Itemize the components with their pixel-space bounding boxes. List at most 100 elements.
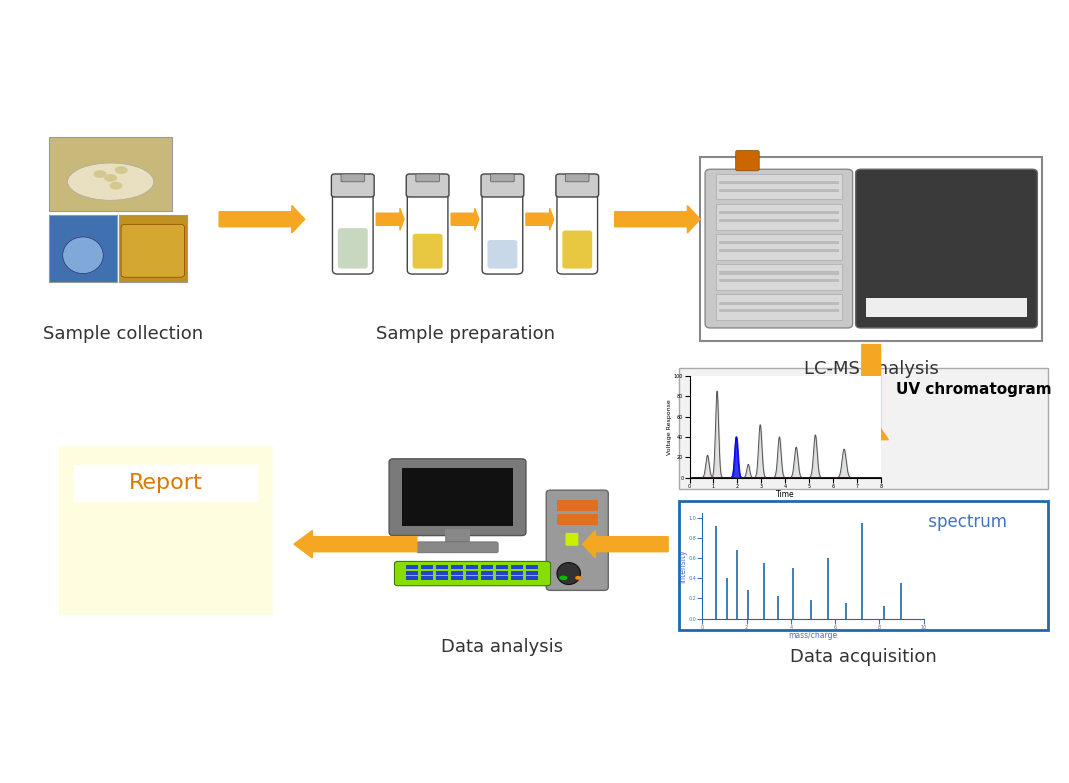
FancyBboxPatch shape [436,565,448,569]
FancyBboxPatch shape [406,565,418,569]
FancyBboxPatch shape [557,514,598,525]
Ellipse shape [67,163,154,200]
Text: Data acquisition: Data acquisition [790,648,936,666]
FancyBboxPatch shape [402,468,513,526]
Ellipse shape [110,182,123,189]
FancyBboxPatch shape [406,174,449,197]
Text: Mass spectrum: Mass spectrum [881,513,1007,531]
FancyBboxPatch shape [866,298,1026,316]
FancyBboxPatch shape [526,576,538,580]
Ellipse shape [115,166,128,174]
Text: Report: Report [129,474,202,493]
FancyBboxPatch shape [421,565,433,569]
FancyArrow shape [294,531,417,557]
FancyBboxPatch shape [417,542,498,553]
FancyBboxPatch shape [436,571,448,575]
Ellipse shape [105,174,118,182]
Ellipse shape [557,562,580,584]
FancyBboxPatch shape [735,150,759,171]
FancyBboxPatch shape [481,571,493,575]
FancyBboxPatch shape [719,241,839,244]
FancyBboxPatch shape [341,174,365,182]
FancyBboxPatch shape [546,490,608,590]
FancyBboxPatch shape [491,174,514,182]
FancyBboxPatch shape [421,571,433,575]
FancyBboxPatch shape [59,446,273,615]
FancyBboxPatch shape [557,500,598,511]
FancyBboxPatch shape [49,215,117,282]
Text: Data analysis: Data analysis [441,638,563,656]
FancyBboxPatch shape [719,301,839,305]
FancyBboxPatch shape [389,459,526,536]
FancyBboxPatch shape [716,294,842,320]
FancyArrow shape [376,208,404,230]
FancyBboxPatch shape [700,157,1042,341]
FancyBboxPatch shape [451,565,463,569]
FancyBboxPatch shape [716,265,842,290]
FancyBboxPatch shape [119,215,187,282]
FancyBboxPatch shape [338,228,368,269]
FancyBboxPatch shape [482,187,523,274]
FancyBboxPatch shape [706,169,853,328]
FancyBboxPatch shape [679,501,1048,630]
FancyBboxPatch shape [716,174,842,200]
X-axis label: Time: Time [776,490,794,500]
FancyBboxPatch shape [445,529,470,547]
FancyBboxPatch shape [526,565,538,569]
FancyBboxPatch shape [496,565,508,569]
FancyBboxPatch shape [557,187,598,274]
FancyArrow shape [219,205,305,233]
FancyBboxPatch shape [481,576,493,580]
FancyBboxPatch shape [413,233,443,269]
FancyBboxPatch shape [719,249,839,252]
FancyBboxPatch shape [716,204,842,229]
FancyArrow shape [526,208,554,230]
FancyBboxPatch shape [719,181,839,184]
X-axis label: mass/charge: mass/charge [789,631,837,640]
FancyArrow shape [615,205,700,233]
FancyBboxPatch shape [331,174,374,197]
FancyBboxPatch shape [562,230,592,269]
Text: Sample preparation: Sample preparation [375,325,555,343]
Y-axis label: intensity: intensity [678,549,687,583]
Text: Sample collection: Sample collection [43,325,203,343]
FancyBboxPatch shape [511,576,523,580]
FancyBboxPatch shape [436,576,448,580]
FancyBboxPatch shape [406,571,418,575]
Ellipse shape [575,576,582,579]
FancyBboxPatch shape [481,565,493,569]
FancyBboxPatch shape [121,224,185,277]
Ellipse shape [94,170,107,178]
FancyBboxPatch shape [466,565,478,569]
FancyBboxPatch shape [679,368,1048,489]
FancyBboxPatch shape [855,169,1037,328]
FancyBboxPatch shape [511,571,523,575]
FancyBboxPatch shape [407,187,448,274]
FancyBboxPatch shape [496,571,508,575]
Y-axis label: Voltage Response: Voltage Response [667,399,672,455]
Ellipse shape [559,576,568,580]
FancyBboxPatch shape [451,571,463,575]
FancyBboxPatch shape [719,279,839,282]
Ellipse shape [63,237,104,273]
FancyBboxPatch shape [394,561,551,586]
FancyBboxPatch shape [566,533,578,546]
Text: LC-MS analysis: LC-MS analysis [804,360,939,378]
FancyBboxPatch shape [49,137,172,211]
FancyBboxPatch shape [421,576,433,580]
FancyBboxPatch shape [556,174,599,197]
FancyBboxPatch shape [719,218,839,222]
FancyArrow shape [583,531,668,557]
FancyBboxPatch shape [416,174,439,182]
FancyBboxPatch shape [466,576,478,580]
FancyBboxPatch shape [719,309,839,312]
FancyBboxPatch shape [716,234,842,260]
Text: UV chromatogram: UV chromatogram [896,382,1052,397]
FancyBboxPatch shape [566,174,589,182]
FancyBboxPatch shape [406,576,418,580]
FancyBboxPatch shape [526,571,538,575]
FancyBboxPatch shape [719,189,839,192]
FancyBboxPatch shape [451,576,463,580]
FancyArrow shape [854,345,888,439]
FancyBboxPatch shape [496,576,508,580]
